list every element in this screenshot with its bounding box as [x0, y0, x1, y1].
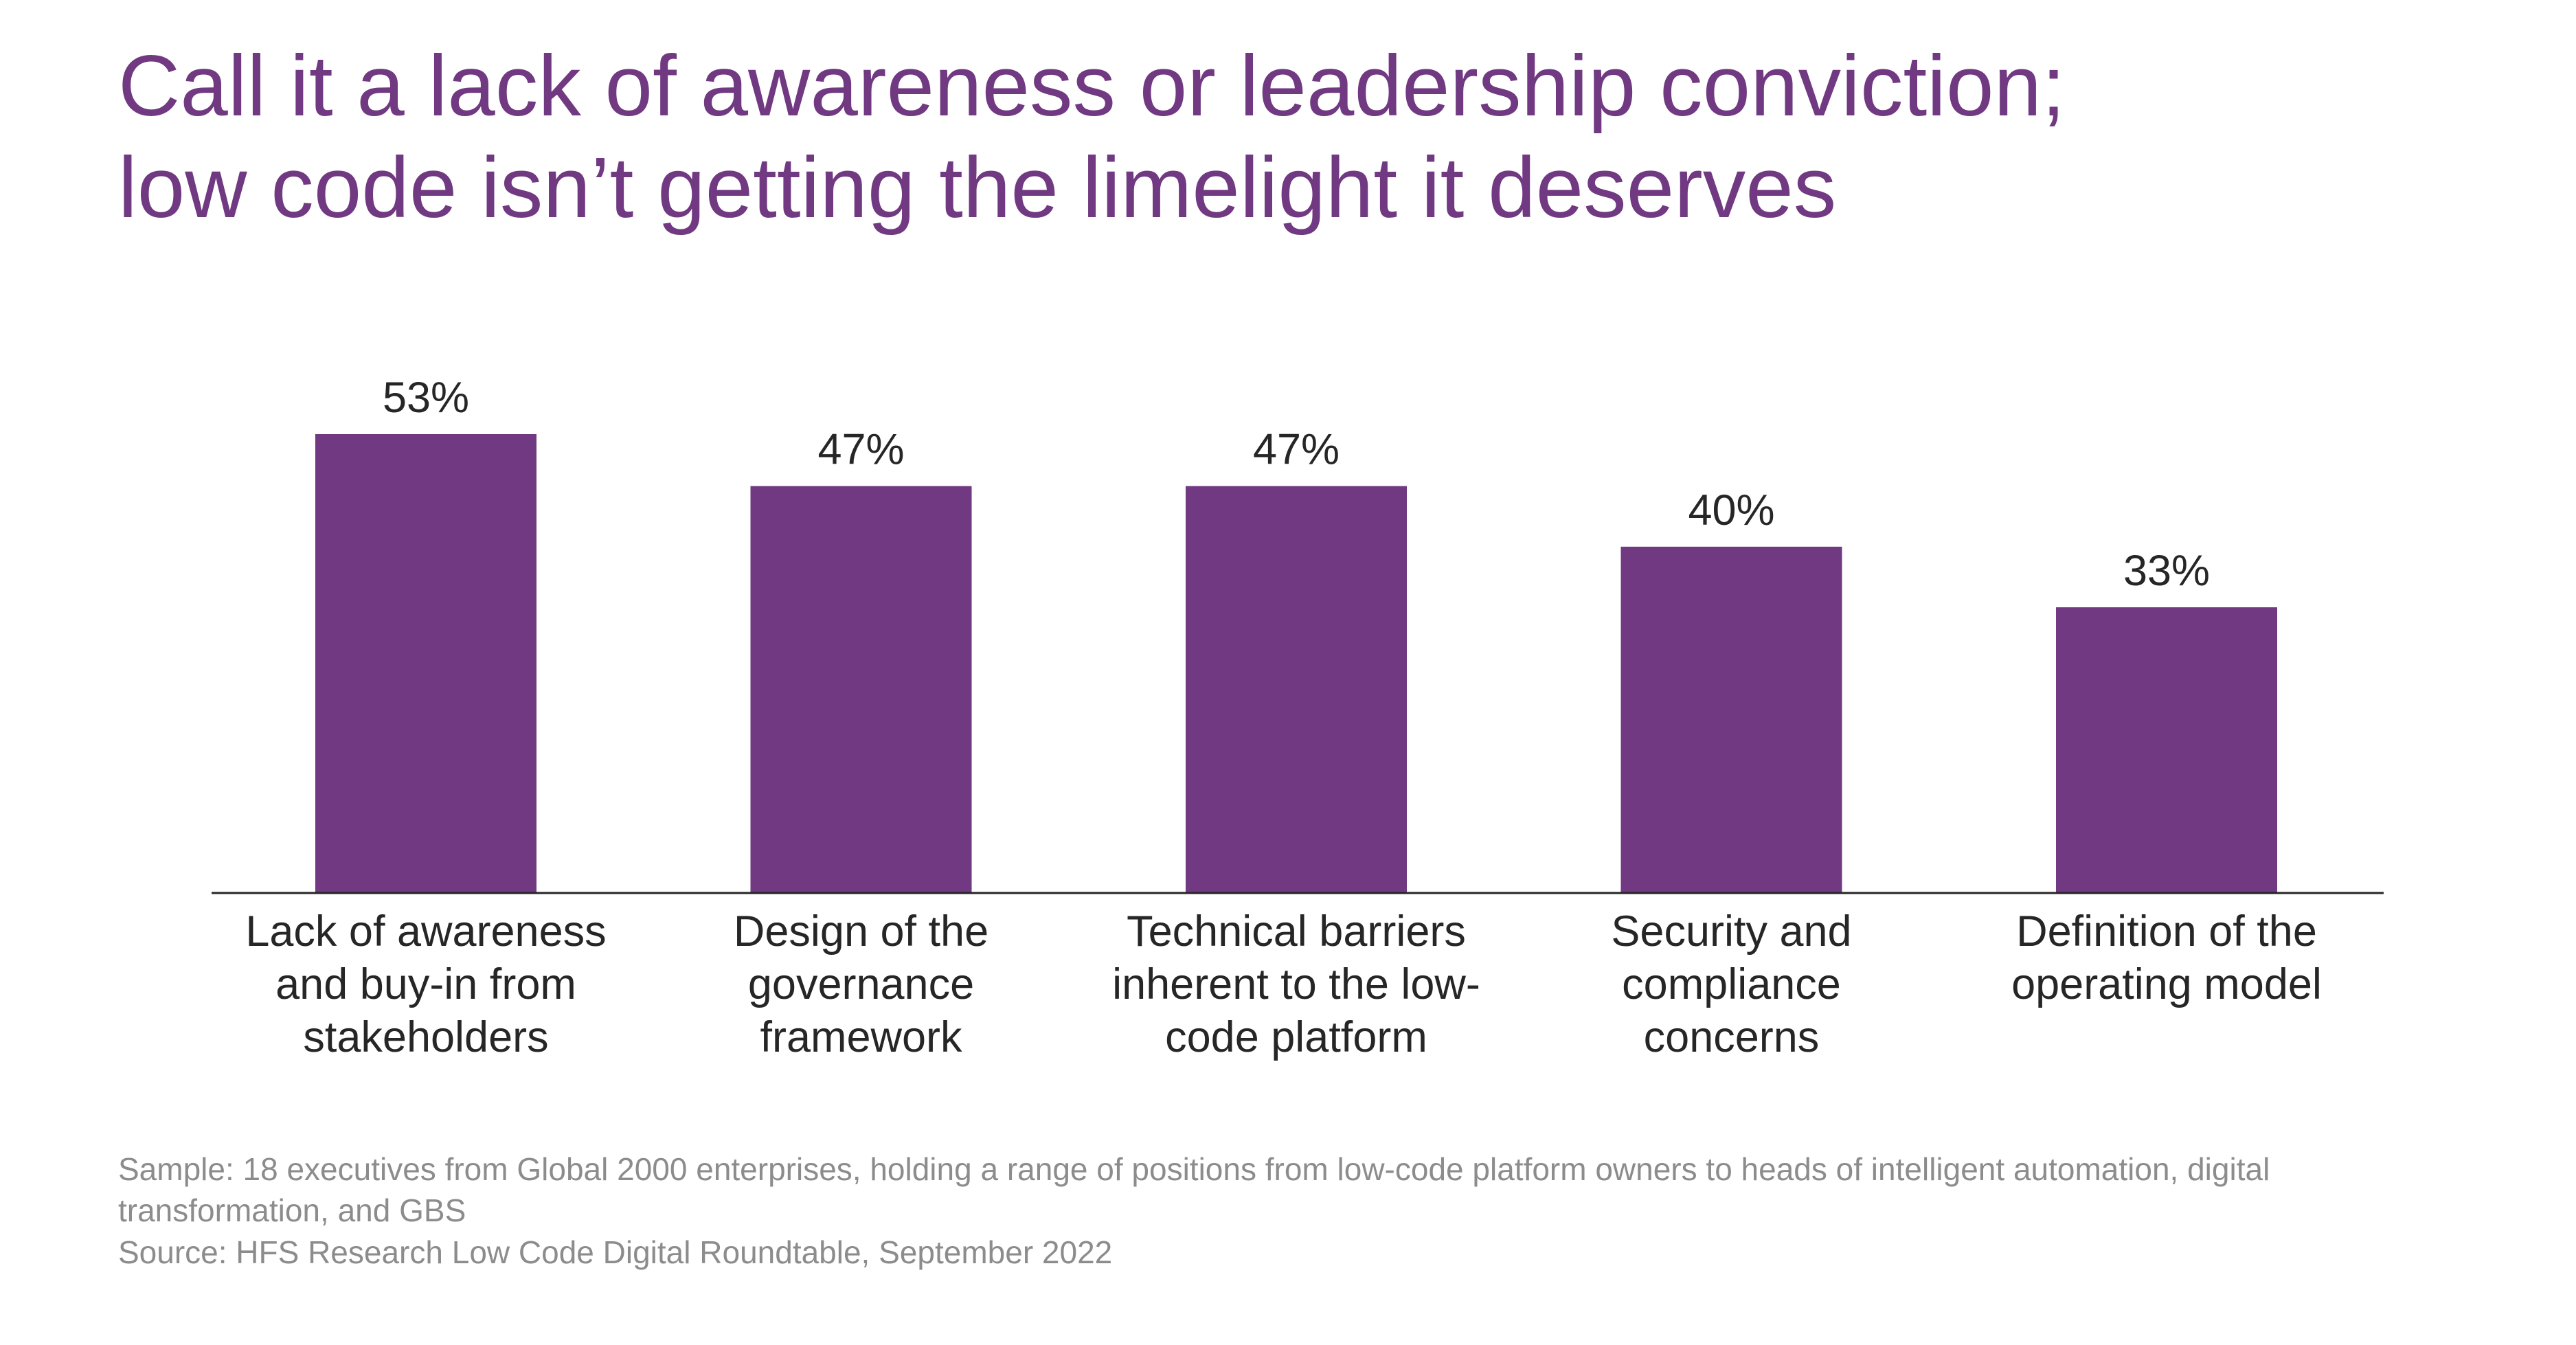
category-label-3-line-3: code platform — [1165, 1013, 1427, 1061]
footnote-source: Source: HFS Research Low Code Digital Ro… — [118, 1234, 1113, 1270]
value-labels-group: 53% 47% 47% 40% 33% — [383, 374, 2210, 595]
category-label-2-line-3: framework — [760, 1013, 962, 1061]
category-label-4-line-3: concerns — [1643, 1013, 1820, 1061]
category-label-5: Definition of the operating model — [1954, 905, 2380, 1011]
bar-5 — [2056, 607, 2277, 893]
value-label-4: 40% — [1688, 486, 1774, 534]
value-label-5: 33% — [2123, 547, 2210, 595]
category-label-4-line-2: compliance — [1622, 960, 1841, 1008]
category-label-3-line-2: inherent to the low- — [1112, 960, 1480, 1008]
bar-4 — [1620, 546, 1842, 893]
category-label-3: Technical barriers inherent to the low-co… — [1083, 905, 1509, 1064]
category-label-5-line-1: Definition of the — [2016, 907, 2317, 956]
category-label-4: Security and compliance concerns — [1519, 905, 1945, 1064]
category-label-1-line-1: Lack of awareness — [245, 907, 607, 956]
category-label-2-line-1: Design of the — [733, 907, 989, 956]
category-label-4-line-1: Security and — [1611, 907, 1852, 956]
value-label-1: 53% — [383, 374, 469, 422]
value-label-3: 47% — [1253, 426, 1340, 474]
footnote-sample-line-2: transformation, and GBS — [118, 1193, 466, 1228]
bar-3 — [1186, 486, 1407, 893]
page-title-line-2: low code isn’t getting the limelight it … — [118, 140, 1837, 236]
footnote-sample-line-1: Sample: 18 executives from Global 2000 e… — [118, 1151, 2270, 1187]
category-label-2-line-2: governance — [747, 960, 975, 1008]
value-label-2: 47% — [817, 426, 904, 474]
page-title-line-1: Call it a lack of awareness or leadershi… — [118, 38, 2066, 134]
category-label-1-line-3: stakeholders — [303, 1013, 549, 1061]
category-label-2: Design of the governance framework — [648, 905, 1074, 1064]
category-label-3-line-1: Technical barriers — [1127, 907, 1466, 956]
bar-2 — [750, 486, 972, 893]
page-title: Call it a lack of awareness or leadershi… — [118, 36, 2454, 239]
category-label-1: Lack of awareness and buy-in from stakehol… — [213, 905, 639, 1064]
bar-1 — [315, 434, 536, 893]
bars-group — [315, 434, 2277, 893]
category-label-5-line-2: operating model — [2011, 960, 2322, 1008]
category-label-1-line-2: and buy-in from — [275, 960, 576, 1008]
